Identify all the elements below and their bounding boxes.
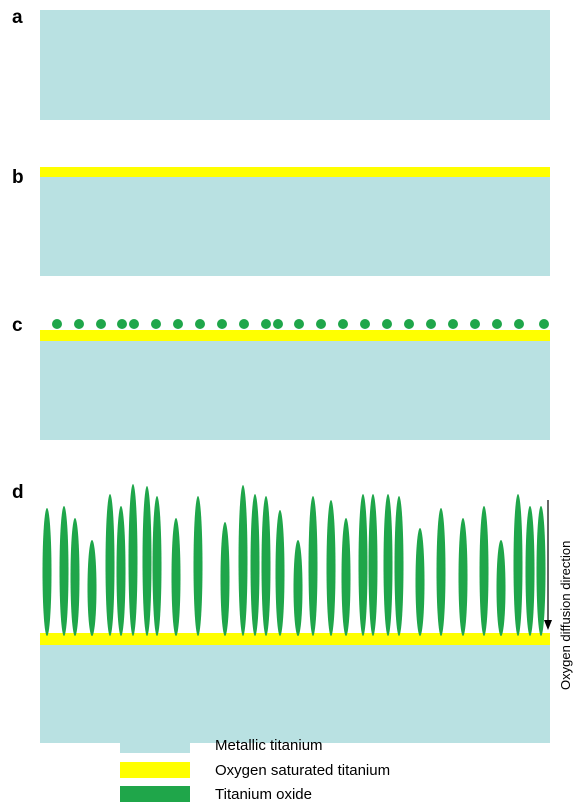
legend-swatch (120, 786, 190, 802)
oxide-nucleus (404, 319, 414, 329)
arrow-head (544, 620, 552, 630)
oxide-spike (152, 496, 162, 636)
oxide-nucleus (74, 319, 84, 329)
oxide-nucleus (448, 319, 458, 329)
metallic-titanium (40, 177, 550, 276)
oxide-nucleus (382, 319, 392, 329)
oxide-spike (116, 506, 126, 636)
oxide-spike (238, 485, 248, 636)
oxide-nucleus (470, 319, 480, 329)
oxide-spike (171, 518, 181, 636)
oxide-spike (536, 506, 546, 636)
oxygen-layer (40, 633, 550, 645)
oxide-nucleus (338, 319, 348, 329)
metallic-titanium (40, 341, 550, 440)
panel-label: b (12, 167, 24, 188)
oxide-spike (513, 494, 523, 636)
oxide-spike (293, 540, 303, 636)
metallic-titanium (40, 10, 550, 120)
oxide-nucleus (117, 319, 127, 329)
oxide-nucleus (173, 319, 183, 329)
oxide-spike (220, 522, 230, 636)
oxide-nucleus (273, 319, 283, 329)
legend-label: Titanium oxide (215, 786, 312, 803)
oxide-nucleus (239, 319, 249, 329)
oxide-spike (275, 510, 285, 636)
oxide-nucleus (294, 319, 304, 329)
oxide-spike (261, 496, 271, 636)
oxide-nucleus (217, 319, 227, 329)
oxide-spike (479, 506, 489, 636)
oxide-nucleus (492, 319, 502, 329)
oxide-spike (525, 506, 535, 636)
oxide-spike (308, 496, 318, 636)
oxide-nucleus (360, 319, 370, 329)
oxide-spike (368, 494, 378, 636)
oxide-spike (326, 500, 336, 636)
oxide-spike (128, 484, 138, 636)
oxide-spike (42, 508, 52, 636)
oxide-spike (383, 494, 393, 636)
legend-label: Oxygen saturated titanium (215, 762, 390, 779)
oxide-nucleus (426, 319, 436, 329)
oxide-nucleus (316, 319, 326, 329)
oxide-spike (496, 540, 506, 636)
oxide-nucleus (539, 319, 549, 329)
oxide-nucleus (96, 319, 106, 329)
oxide-spike (436, 508, 446, 636)
legend-swatch (120, 737, 190, 753)
oxide-spike (193, 496, 203, 636)
oxide-spike (341, 518, 351, 636)
oxide-spike (70, 518, 80, 636)
oxide-spike (59, 506, 69, 636)
panel-label: c (12, 315, 23, 336)
panel-label: a (12, 7, 23, 28)
legend-swatch (120, 762, 190, 778)
oxide-spike (415, 528, 425, 636)
oxide-nucleus (52, 319, 62, 329)
oxide-spike (87, 540, 97, 636)
oxygen-layer (40, 167, 550, 177)
metallic-titanium (40, 645, 550, 743)
oxide-spike (394, 496, 404, 636)
oxide-nucleus (129, 319, 139, 329)
oxide-nucleus (261, 319, 271, 329)
annotation: Oxygen diffusion direction (558, 541, 573, 690)
drawing: a b c d Oxygen diffusion direction Metal… (12, 7, 573, 803)
oxide-spike (250, 494, 260, 636)
oxygen-layer (40, 330, 550, 341)
oxide-spike (458, 518, 468, 636)
panel-label: d (12, 482, 24, 503)
oxide-spike (142, 486, 152, 636)
oxide-spike (105, 494, 115, 636)
oxide-nucleus (195, 319, 205, 329)
oxide-spike (358, 494, 368, 636)
legend-label: Metallic titanium (215, 737, 323, 754)
oxide-nucleus (151, 319, 161, 329)
oxide-nucleus (514, 319, 524, 329)
